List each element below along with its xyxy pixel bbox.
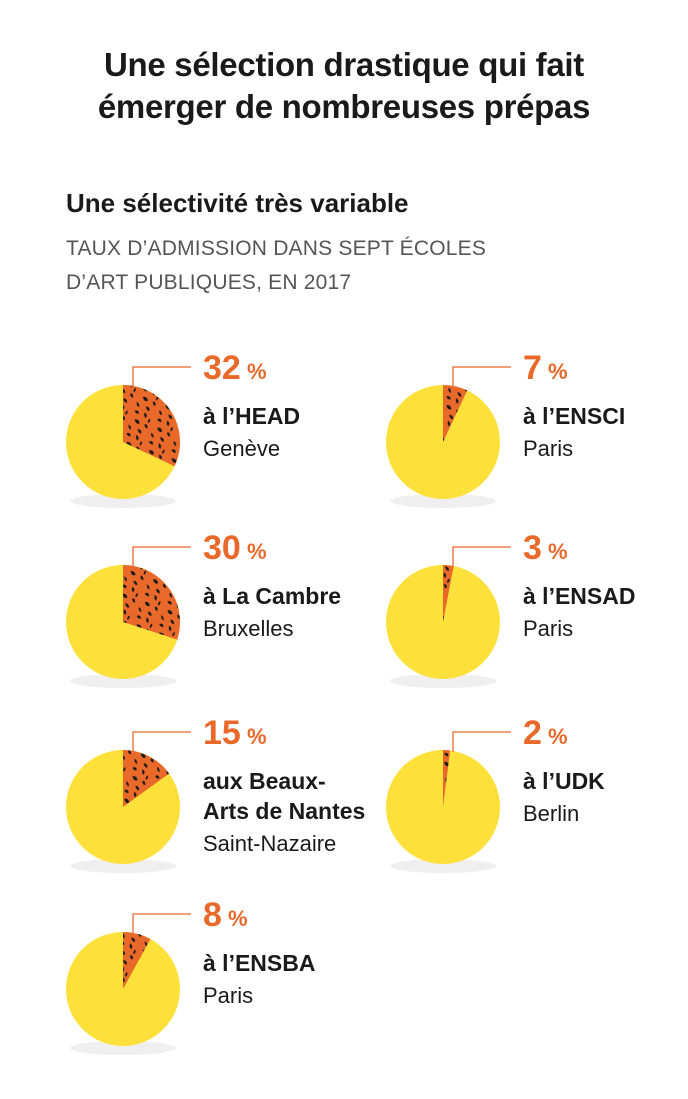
pie-shadow bbox=[70, 1041, 176, 1055]
school-name: à l’ENSAD bbox=[523, 583, 635, 609]
pie-shadow bbox=[70, 674, 176, 688]
pie-chart-item: 3 % à l’ENSAD Paris bbox=[386, 529, 635, 688]
pie-slice bbox=[443, 565, 454, 622]
value-unit: % bbox=[542, 359, 568, 384]
leader-line bbox=[452, 546, 511, 567]
city-name: Berlin bbox=[523, 801, 579, 826]
chart-subtitle: Une sélectivité très variable bbox=[66, 188, 409, 218]
pie-chart-item: 15 % aux Beaux- Arts de Nantes Saint-Nazair… bbox=[66, 714, 365, 873]
value-number: 7 bbox=[523, 349, 542, 387]
school-name: Arts de Nantes bbox=[203, 798, 365, 824]
value-number: 32 bbox=[203, 349, 241, 387]
leader-line bbox=[452, 366, 511, 387]
school-name: à l’ENSCI bbox=[523, 403, 625, 429]
chart-caption: TAUX D’ADMISSION DANS SEPT ÉCOLES D’ART … bbox=[66, 232, 486, 300]
school-name: à La Cambre bbox=[203, 583, 341, 609]
pie-chart-item: 32 % à l’HEAD Genève bbox=[66, 349, 300, 508]
value-unit: % bbox=[241, 724, 267, 749]
value-number: 2 bbox=[523, 714, 542, 752]
pie-chart-item: 30 % à La Cambre Bruxelles bbox=[66, 529, 341, 688]
school-name: à l’ENSBA bbox=[203, 950, 315, 976]
pie-chart-item: 2 % à l’UDK Berlin bbox=[386, 714, 605, 873]
pie-shadow bbox=[70, 494, 176, 508]
city-name: Paris bbox=[523, 436, 573, 461]
value-unit: % bbox=[542, 539, 568, 564]
value-unit: % bbox=[241, 359, 267, 384]
pie-slice bbox=[443, 385, 468, 442]
city-name: Saint-Nazaire bbox=[203, 831, 336, 856]
pie-slice bbox=[123, 932, 151, 989]
value-unit: % bbox=[542, 724, 568, 749]
chart-title-line-1: Une sélection drastique qui fait bbox=[104, 46, 584, 83]
pie-slice bbox=[123, 565, 180, 640]
value-number: 30 bbox=[203, 529, 241, 567]
chart-title-line-2: émerger de nombreuses prépas bbox=[97, 88, 591, 125]
value-unit: % bbox=[222, 906, 248, 931]
value-unit: % bbox=[241, 539, 267, 564]
pie-shadow bbox=[70, 859, 176, 873]
city-name: Paris bbox=[203, 983, 253, 1008]
pie-slice bbox=[123, 385, 180, 467]
school-name: à l’HEAD bbox=[203, 403, 300, 429]
city-name: Bruxelles bbox=[203, 616, 293, 641]
pie-shadow bbox=[390, 494, 496, 508]
chart-caption-line-1: TAUX D’ADMISSION DANS SEPT ÉCOLES bbox=[66, 237, 487, 260]
value-label: 15 % bbox=[203, 714, 267, 752]
leader-line bbox=[132, 731, 191, 752]
chart-title: Une sélection drastique qui fait émerger… bbox=[0, 44, 688, 128]
value-label: 8 % bbox=[203, 896, 248, 934]
city-name: Genève bbox=[203, 436, 280, 461]
value-label: 30 % bbox=[203, 529, 267, 567]
leader-line bbox=[132, 913, 191, 934]
city-name: Paris bbox=[523, 616, 573, 641]
value-label: 32 % bbox=[203, 349, 267, 387]
pie-shadow bbox=[390, 859, 496, 873]
value-label: 2 % bbox=[523, 714, 568, 752]
leader-line bbox=[452, 731, 511, 752]
pie-slice bbox=[443, 750, 451, 807]
pie-shadow bbox=[390, 674, 496, 688]
chart-caption-line-2: D’ART PUBLIQUES, EN 2017 bbox=[66, 271, 352, 294]
value-label: 7 % bbox=[523, 349, 568, 387]
value-number: 15 bbox=[203, 714, 241, 752]
pie-chart-item: 8 % à l’ENSBA Paris bbox=[66, 896, 315, 1055]
pie-slice bbox=[123, 750, 170, 807]
value-number: 8 bbox=[203, 896, 222, 934]
leader-line bbox=[132, 546, 191, 567]
leader-line bbox=[132, 366, 191, 387]
value-number: 3 bbox=[523, 529, 542, 567]
school-name: à l’UDK bbox=[523, 768, 605, 794]
school-name: aux Beaux- bbox=[203, 768, 326, 794]
pie-chart-item: 7 % à l’ENSCI Paris bbox=[386, 349, 625, 508]
value-label: 3 % bbox=[523, 529, 568, 567]
